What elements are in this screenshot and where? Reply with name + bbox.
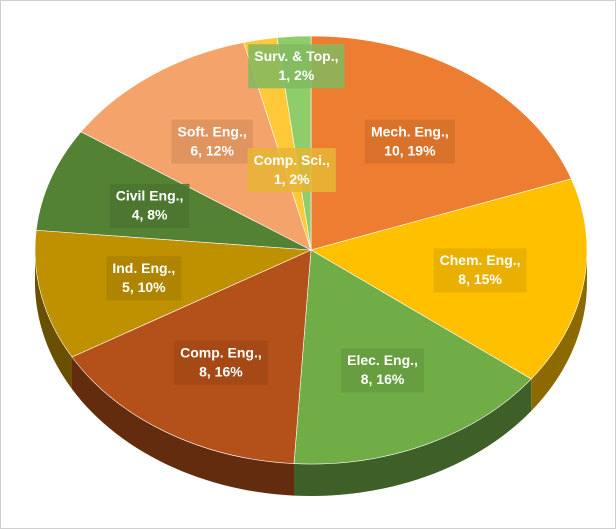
data-label: Soft. Eng., 6, 12%: [171, 119, 253, 164]
slice: [276, 35, 312, 251]
data-label-value: 1, 2%: [274, 171, 310, 187]
slice-side: [531, 250, 587, 411]
slice-side: [294, 378, 532, 496]
data-label-value: 8, 16%: [361, 371, 405, 387]
slice-side: [71, 357, 295, 496]
data-label-box: [248, 44, 345, 89]
data-label: Ind. Eng., 5, 10%: [106, 256, 182, 301]
data-label-category: Surv. & Top.,: [254, 48, 338, 64]
data-label-value: 5, 10%: [122, 279, 166, 295]
data-label-category: Comp. Eng.,: [180, 345, 262, 361]
data-label-category: Civil Eng.,: [116, 188, 184, 204]
data-label-category: Ind. Eng.,: [112, 260, 175, 276]
data-label-value: 4, 8%: [132, 207, 168, 223]
data-label-box: [109, 183, 190, 228]
data-label: Comp. Sci., 1, 2%: [247, 148, 336, 193]
data-label-box: [174, 340, 268, 385]
slice-side: [35, 250, 72, 389]
data-label-box: [341, 348, 424, 393]
data-label-category: Soft. Eng.,: [178, 123, 247, 139]
data-label-value: 8, 16%: [199, 364, 243, 380]
data-label-box: [247, 148, 336, 193]
data-label: Mech. Eng., 10, 19%: [364, 119, 455, 164]
data-label: Civil Eng., 4, 8%: [109, 183, 190, 228]
data-label-category: Chem. Eng.,: [440, 252, 521, 268]
data-label-category: Elec. Eng.,: [347, 352, 418, 368]
data-label-value: 10, 19%: [384, 142, 436, 158]
data-label-category: Mech. Eng.,: [371, 123, 449, 139]
data-label: Comp. Eng., 8, 16%: [174, 340, 268, 385]
data-label-category: Comp. Sci.,: [254, 152, 330, 168]
data-label: Chem. Eng., 8, 15%: [433, 248, 527, 293]
data-label-value: 1, 2%: [278, 67, 314, 83]
data-label: Elec. Eng., 8, 16%: [341, 348, 424, 393]
data-label: Surv. & Top., 1, 2%: [248, 44, 345, 89]
data-label-box: [364, 119, 455, 164]
data-label-box: [106, 256, 182, 301]
data-label-value: 6, 12%: [190, 142, 234, 158]
data-label-box: [433, 248, 527, 293]
data-label-value: 8, 15%: [458, 271, 502, 287]
data-label-box: [171, 119, 253, 164]
